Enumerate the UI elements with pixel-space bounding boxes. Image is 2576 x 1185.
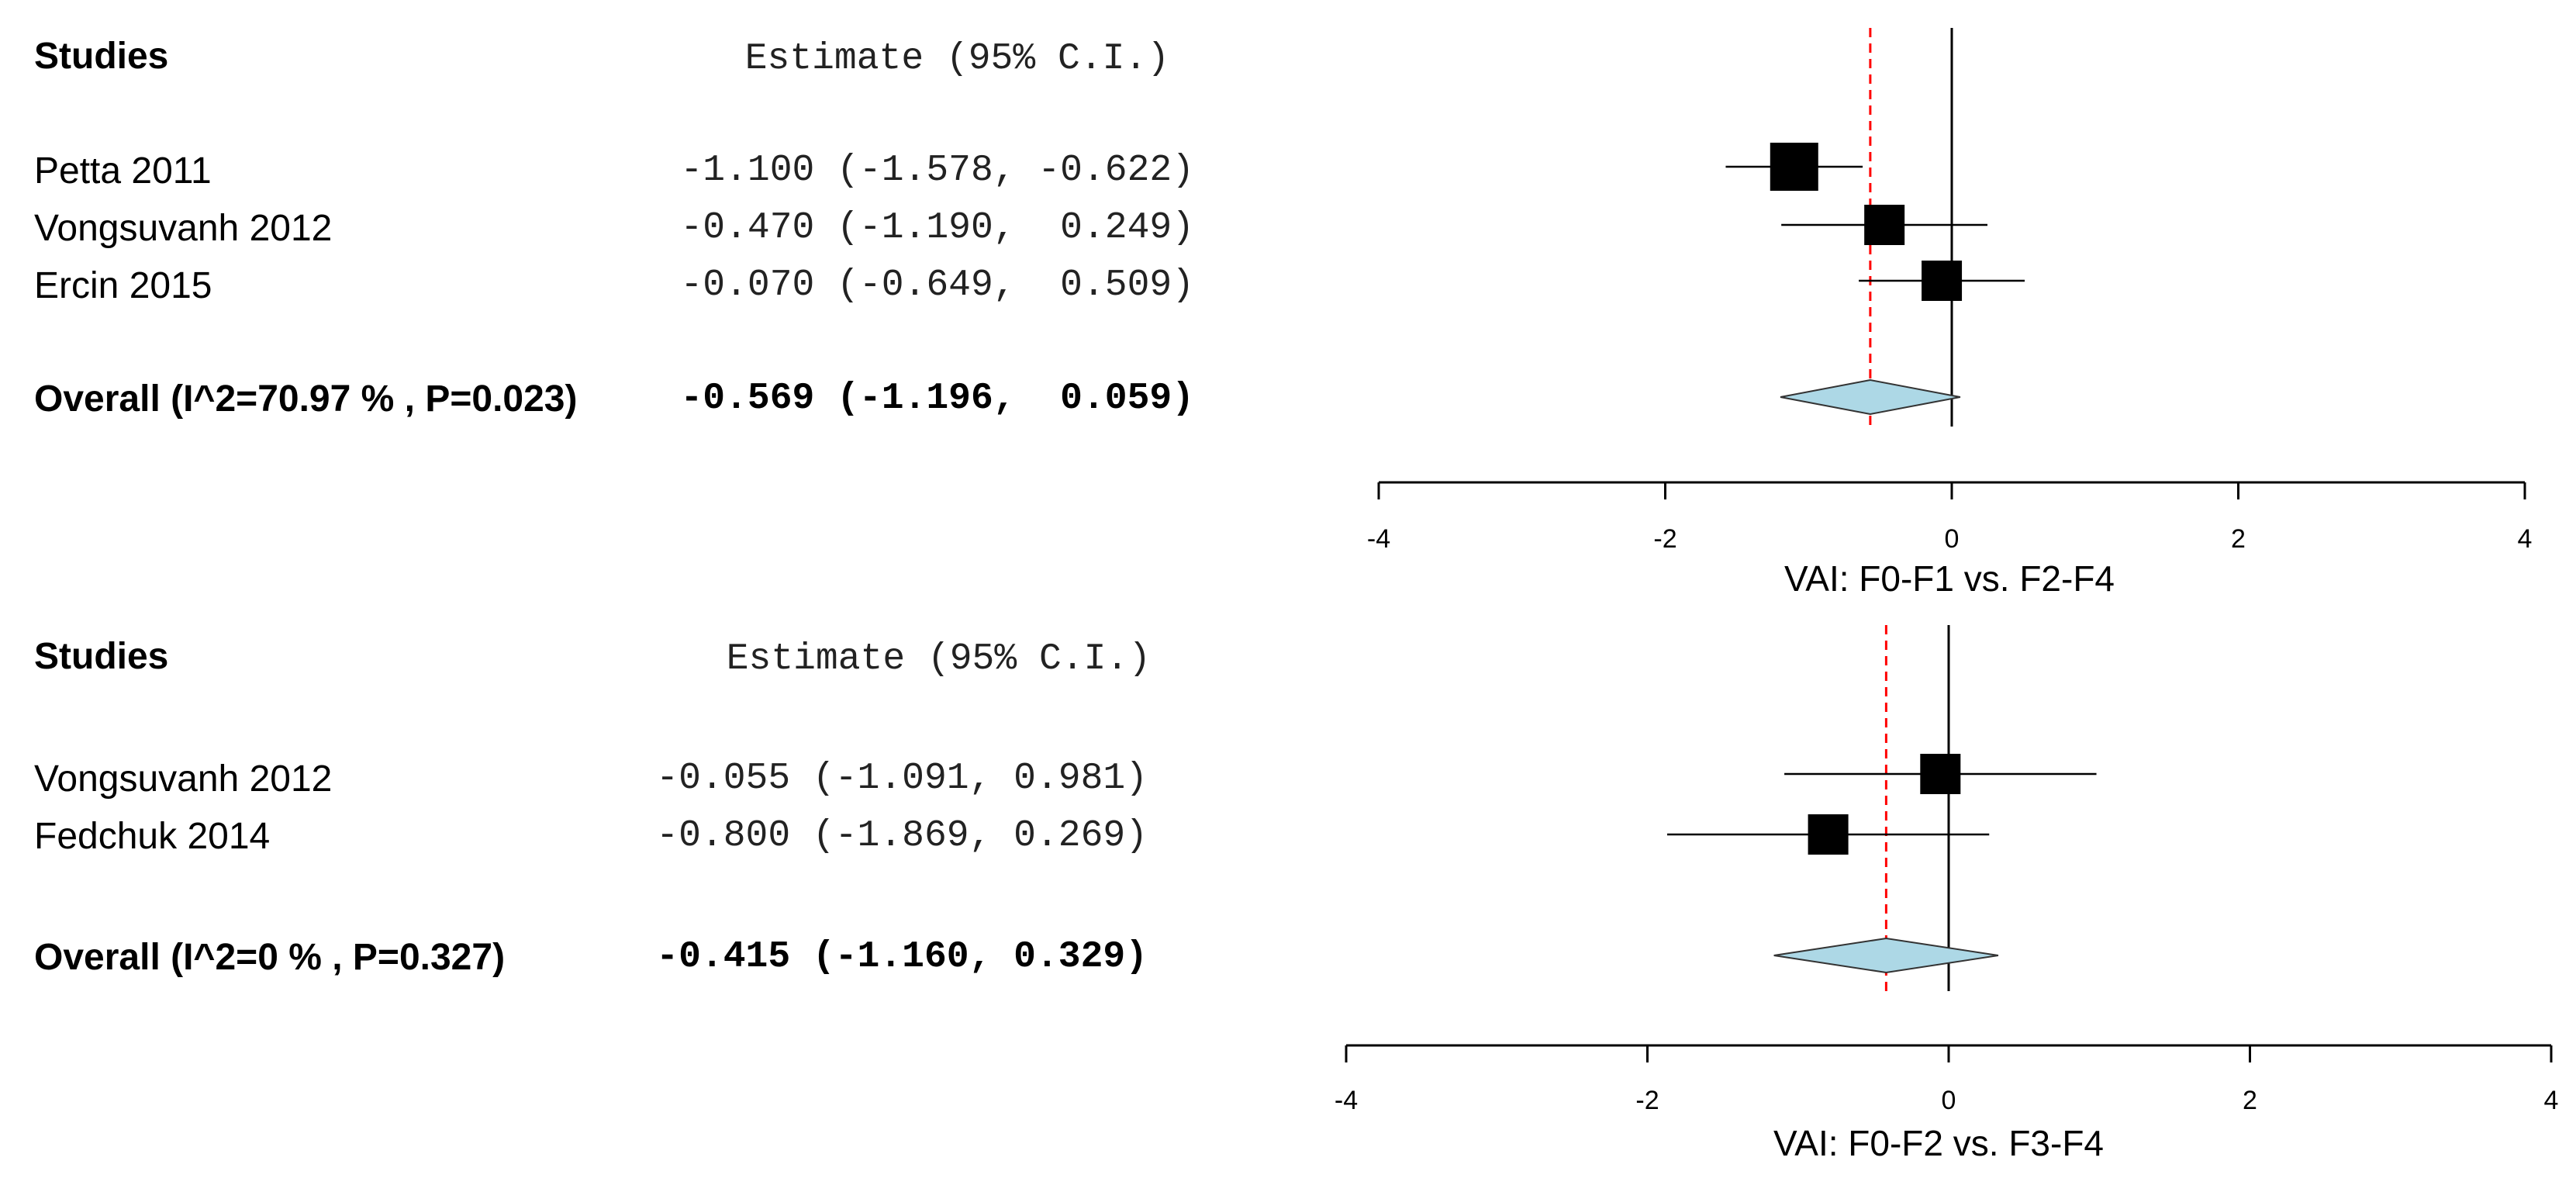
x-tick-label: 2 [2243,1086,2257,1115]
x-tick-label: 0 [1942,1086,1956,1115]
study-marker [1920,754,1961,794]
study-marker [1922,261,1963,301]
study-marker [1808,814,1849,855]
study-marker [1864,205,1905,245]
overall-estimate: -0.569 (-1.196, 0.059) [680,378,1194,420]
study-estimate: -0.800 (-1.869, 0.269) [656,815,1148,857]
x-tick-label: 4 [2518,524,2533,554]
x-tick-label: 2 [2231,524,2246,554]
forest-plot-2: Studies Estimate (95% C.I.) Vongsuvanh 2… [34,625,2558,1163]
studies-header: Studies [34,36,168,77]
study-estimate: -1.100 (-1.578, -0.622) [680,150,1194,192]
forest-plot-1: Studies Estimate (95% C.I.) Petta 2011 -… [34,28,2532,599]
study-name: Vongsuvanh 2012 [34,208,332,249]
overall-label: Overall (I^2=0 % , P=0.327) [34,937,505,978]
x-axis-label: VAI: F0-F2 vs. F3-F4 [1773,1123,2104,1163]
studies-header: Studies [34,636,168,677]
estimate-header: Estimate (95% C.I.) [745,38,1169,80]
study-estimate: -0.470 (-1.190, 0.249) [680,207,1194,249]
x-tick-label: -2 [1635,1086,1659,1115]
overall-estimate: -0.415 (-1.160, 0.329) [656,936,1148,978]
study-name: Fedchuk 2014 [34,816,270,857]
overall-label: Overall (I^2=70.97 % , P=0.023) [34,378,577,420]
estimate-header: Estimate (95% C.I.) [727,638,1151,680]
study-estimate: -0.055 (-1.091, 0.981) [656,758,1148,800]
study-marker [1770,143,1818,191]
x-tick-label: -2 [1653,524,1676,554]
study-name: Vongsuvanh 2012 [34,758,332,800]
x-tick-label: -4 [1335,1086,1358,1115]
forest-plot-2-area: -4 -2 0 2 4 [1335,625,2559,1115]
study-estimate: -0.070 (-0.649, 0.509) [680,264,1194,306]
study-name: Ercin 2015 [34,265,212,306]
study-name: Petta 2011 [34,150,212,192]
x-axis-label: VAI: F0-F1 vs. F2-F4 [1784,558,2115,599]
x-tick-label: 0 [1945,524,1960,554]
x-tick-label: -4 [1367,524,1390,554]
forest-plot-1-area: -4 -2 0 2 4 [1367,28,2533,554]
x-tick-label: 4 [2544,1086,2559,1115]
overall-diamond [1780,378,1961,416]
overall-diamond [1773,937,1999,974]
